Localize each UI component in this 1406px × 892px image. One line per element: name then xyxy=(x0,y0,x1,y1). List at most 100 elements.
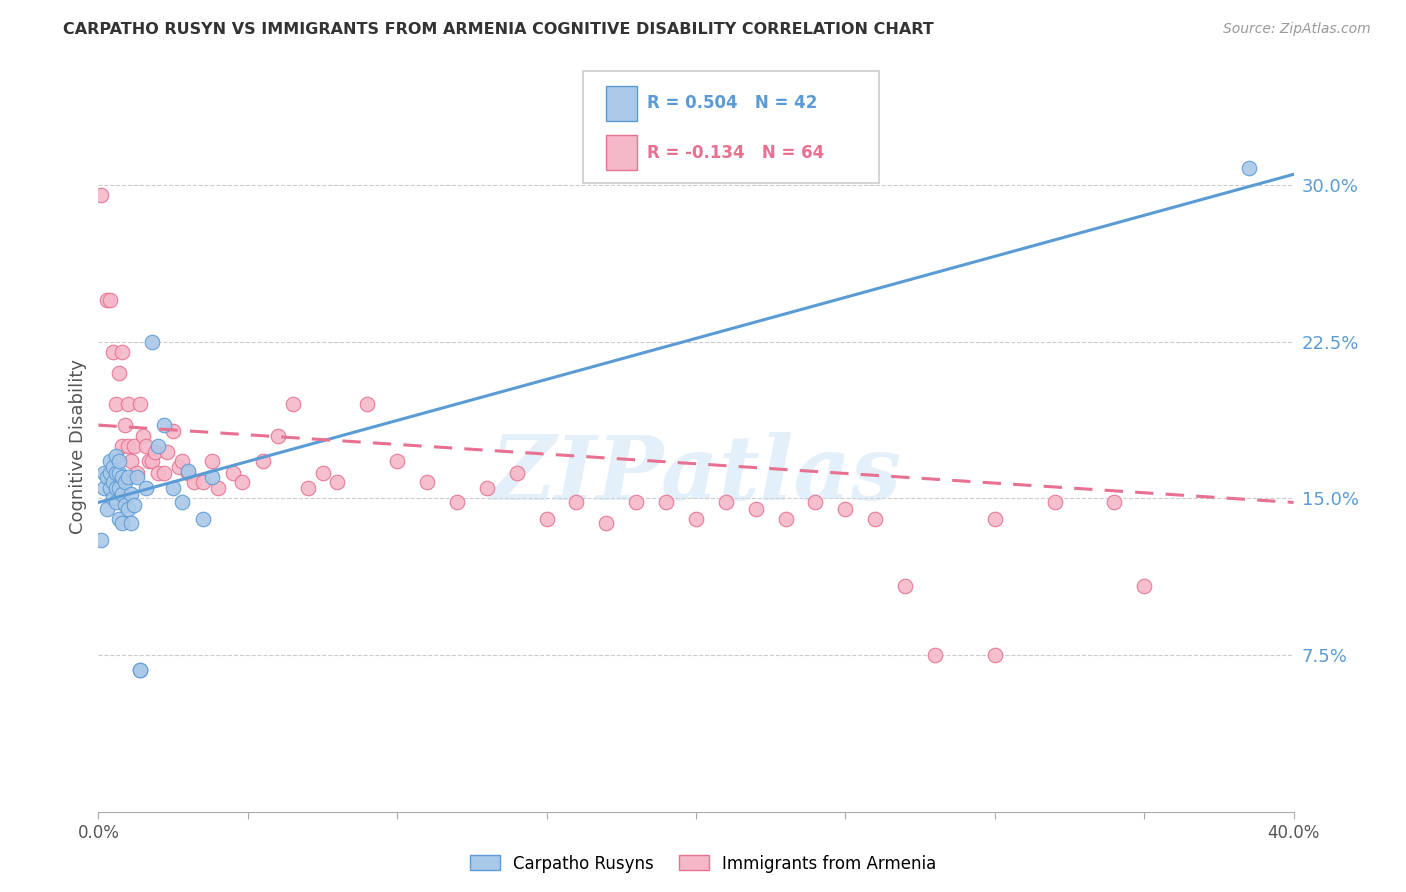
Text: R = 0.504   N = 42: R = 0.504 N = 42 xyxy=(647,95,817,112)
Point xyxy=(141,453,163,467)
Point xyxy=(475,481,498,495)
Point xyxy=(135,481,157,495)
Point xyxy=(714,495,737,509)
Point xyxy=(506,466,529,480)
Point xyxy=(745,501,768,516)
Point xyxy=(108,512,131,526)
Point xyxy=(132,428,155,442)
Point xyxy=(108,466,131,480)
Point xyxy=(984,648,1007,662)
Point xyxy=(167,459,190,474)
Point xyxy=(804,495,827,509)
Point xyxy=(129,663,152,677)
Point xyxy=(984,512,1007,526)
Point xyxy=(207,481,229,495)
Point xyxy=(297,481,319,495)
Point xyxy=(103,491,125,506)
Point xyxy=(138,453,160,467)
Point xyxy=(111,439,134,453)
Point xyxy=(162,425,184,439)
Point xyxy=(135,439,157,453)
Text: Source: ZipAtlas.com: Source: ZipAtlas.com xyxy=(1223,22,1371,37)
Point xyxy=(148,466,170,480)
Point xyxy=(114,418,136,433)
Point xyxy=(127,470,149,484)
Point xyxy=(103,475,125,489)
Point xyxy=(595,516,617,531)
Point xyxy=(124,439,146,453)
Point xyxy=(120,453,142,467)
Point xyxy=(231,475,253,489)
Point xyxy=(129,663,152,677)
Point xyxy=(1237,161,1260,175)
Point xyxy=(108,453,131,467)
Point xyxy=(90,533,112,547)
Point xyxy=(93,466,115,480)
Point xyxy=(105,397,128,411)
Point xyxy=(117,470,139,484)
Point xyxy=(162,481,184,495)
Point xyxy=(129,397,152,411)
Point xyxy=(120,487,142,501)
Point xyxy=(326,475,349,489)
Point xyxy=(108,481,131,495)
Point xyxy=(385,453,409,467)
Legend: Carpatho Rusyns, Immigrants from Armenia: Carpatho Rusyns, Immigrants from Armenia xyxy=(463,848,943,880)
Point xyxy=(865,512,887,526)
Point xyxy=(105,466,128,480)
Point xyxy=(96,293,118,307)
Point xyxy=(191,475,214,489)
Point xyxy=(924,648,946,662)
Point xyxy=(183,475,205,489)
Point xyxy=(96,470,118,484)
Point xyxy=(201,470,224,484)
Point xyxy=(90,188,112,202)
Point xyxy=(834,501,856,516)
Point xyxy=(311,466,333,480)
Point xyxy=(252,453,274,467)
Point xyxy=(281,397,304,411)
Point xyxy=(626,495,648,509)
Point xyxy=(1133,579,1156,593)
Point xyxy=(1043,495,1066,509)
Point xyxy=(148,439,170,453)
Point xyxy=(98,453,122,467)
Point xyxy=(105,495,128,509)
Y-axis label: Cognitive Disability: Cognitive Disability xyxy=(69,359,87,533)
Point xyxy=(111,487,134,501)
Point xyxy=(93,481,115,495)
Point xyxy=(98,481,122,495)
Point xyxy=(96,501,118,516)
Point xyxy=(565,495,588,509)
Point xyxy=(117,439,139,453)
Point xyxy=(111,470,134,484)
Point xyxy=(143,445,166,459)
Point xyxy=(356,397,378,411)
Point xyxy=(1104,495,1126,509)
Point xyxy=(536,512,558,526)
Point xyxy=(141,334,163,349)
Point xyxy=(108,366,131,380)
Point xyxy=(105,450,128,464)
Point xyxy=(655,495,678,509)
Point xyxy=(172,453,194,467)
Point xyxy=(172,495,194,509)
Text: ZIPatlas: ZIPatlas xyxy=(491,432,901,518)
Point xyxy=(222,466,245,480)
Point xyxy=(120,516,142,531)
Point xyxy=(114,498,136,512)
Point xyxy=(124,498,146,512)
Point xyxy=(267,428,290,442)
Point xyxy=(685,512,707,526)
Point xyxy=(111,345,134,359)
Point xyxy=(446,495,468,509)
Point xyxy=(153,466,176,480)
Point xyxy=(191,512,214,526)
Point xyxy=(177,464,200,478)
Point xyxy=(114,475,136,489)
Point xyxy=(894,579,917,593)
Point xyxy=(105,481,128,495)
Point xyxy=(98,466,122,480)
Point xyxy=(153,418,176,433)
Point xyxy=(111,516,134,531)
